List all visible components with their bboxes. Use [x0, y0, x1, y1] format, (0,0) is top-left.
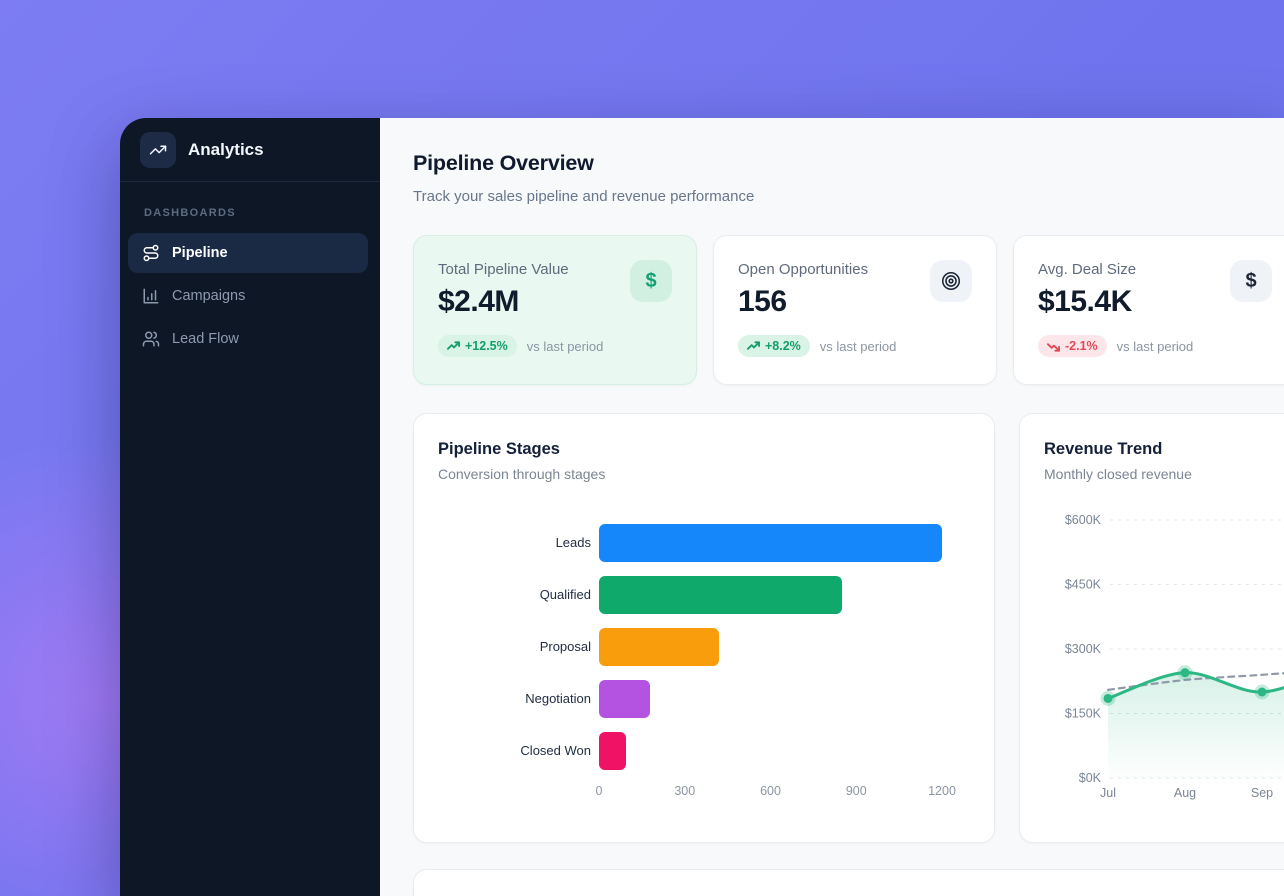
kpi-delta-badge: +12.5% — [438, 335, 517, 357]
dollar-icon: $ — [630, 260, 672, 302]
sidebar-section-label: DASHBOARDS — [144, 207, 236, 219]
y-axis-tick: $600K — [1065, 513, 1102, 527]
sidebar-header: Analytics — [120, 118, 380, 182]
y-axis-tick: $300K — [1065, 642, 1102, 656]
stage-row-qualified: Qualified — [438, 576, 970, 614]
sidebar-item-campaigns[interactable]: Campaigns — [128, 276, 368, 316]
kpi-footer: +8.2% vs last period — [738, 335, 972, 357]
pipeline-stages-card: Pipeline Stages Conversion through stage… — [413, 413, 995, 843]
dollar-icon: $ — [1230, 260, 1272, 302]
y-axis-tick: $0K — [1079, 771, 1102, 785]
charts-row: Pipeline Stages Conversion through stage… — [413, 413, 1284, 843]
sidebar-item-label: Lead Flow — [172, 331, 239, 347]
kpi-label: Total Pipeline Value — [438, 261, 569, 278]
data-point — [1103, 693, 1113, 703]
users-icon — [142, 330, 160, 348]
bar-chart-icon — [142, 287, 160, 305]
x-axis-tick: 600 — [760, 784, 781, 798]
x-axis-tick: 1200 — [928, 784, 956, 798]
bar-chart-x-axis: 0 300 600 900 1200 — [595, 784, 956, 802]
x-axis-tick: 0 — [595, 784, 603, 798]
x-axis-tick: 300 — [674, 784, 696, 798]
stage-row-closed-won: Closed Won — [438, 732, 970, 770]
kpi-period-label: vs last period — [819, 338, 897, 354]
kpi-delta-badge: -2.1% — [1038, 335, 1107, 357]
stage-bar — [599, 628, 720, 666]
stage-label: Negotiation — [525, 690, 591, 706]
page-subtitle: Track your sales pipeline and revenue pe… — [413, 188, 755, 205]
pipeline-stages-bar-chart: Leads Qualified Proposal Negotiation Closed … — [438, 524, 970, 770]
stage-bar-track — [599, 628, 942, 666]
stage-row-proposal: Proposal — [438, 628, 970, 666]
main-content: Pipeline Overview Track your sales pipel… — [380, 118, 1284, 896]
page-title: Pipeline Overview — [413, 151, 594, 175]
stage-bar-track — [599, 680, 942, 718]
stage-bar — [599, 732, 627, 770]
stage-bar — [599, 524, 942, 562]
stage-label: Qualified — [539, 586, 591, 602]
kpi-value: $2.4M — [438, 285, 519, 318]
revenue-line — [1106, 671, 1284, 700]
bottom-card — [413, 869, 1284, 896]
kpi-card-open-opportunities: Open Opportunities 156 +8.2% vs last period — [713, 235, 997, 385]
target-icon — [930, 260, 972, 302]
stage-bar — [599, 576, 842, 614]
stage-bar-track — [599, 524, 942, 562]
kpi-value: 156 — [738, 285, 787, 318]
kpi-label: Avg. Deal Size — [1038, 261, 1137, 278]
stage-label: Proposal — [539, 638, 591, 654]
sidebar-item-pipeline[interactable]: Pipeline — [128, 233, 368, 273]
kpi-card-total-pipeline-value: Total Pipeline Value $2.4M +12.5% vs last p… — [413, 235, 697, 385]
x-axis-tick: Jul — [1100, 786, 1116, 800]
card-subtitle: Monthly closed revenue — [1044, 466, 1192, 482]
card-title: Revenue Trend — [1044, 440, 1163, 458]
stage-bar-track — [599, 576, 942, 614]
kpi-footer: +12.5% vs last period — [438, 335, 672, 357]
stage-row-negotiation: Negotiation — [438, 680, 970, 718]
trending-up-icon — [140, 131, 176, 168]
x-axis-tick: Aug — [1174, 786, 1196, 800]
kpi-row: Total Pipeline Value $2.4M +12.5% vs last p… — [413, 235, 1284, 385]
trend-up-icon — [447, 340, 460, 353]
stage-row-leads: Leads — [438, 524, 970, 562]
y-axis-tick: $450K — [1065, 578, 1102, 592]
revenue-trend-line-chart: $0K$150K$300K$450K$600KJulAugSepOct — [1065, 513, 1284, 800]
sidebar-nav: Pipeline Campaigns Lead Flow — [120, 230, 380, 362]
sidebar: Analytics DASHBOARDS Pipeline Campaigns Le… — [120, 118, 380, 896]
route-icon — [142, 244, 160, 262]
data-point — [1257, 687, 1267, 697]
revenue-trend-card: Revenue Trend Monthly closed revenue $0K… — [1019, 413, 1284, 843]
sidebar-item-label: Pipeline — [172, 245, 228, 261]
kpi-card-avg-deal-size: Avg. Deal Size $15.4K -2.1% vs last period $ — [1013, 235, 1284, 385]
sidebar-item-label: Campaigns — [172, 288, 246, 304]
data-point — [1180, 668, 1190, 678]
kpi-delta-badge: +8.2% — [738, 335, 810, 357]
sidebar-item-lead-flow[interactable]: Lead Flow — [128, 319, 368, 359]
trend-up-icon — [747, 340, 760, 353]
trend-down-icon — [1047, 340, 1060, 353]
x-axis-tick: 900 — [845, 784, 867, 798]
kpi-period-label: vs last period — [526, 338, 604, 354]
stage-bar-track — [599, 732, 942, 770]
kpi-label: Open Opportunities — [738, 261, 869, 278]
stage-label: Leads — [555, 534, 591, 550]
kpi-value: $15.4K — [1038, 285, 1132, 318]
kpi-period-label: vs last period — [1116, 338, 1194, 354]
revenue-area-fill — [1108, 672, 1284, 778]
app-window: Analytics DASHBOARDS Pipeline Campaigns Le… — [120, 118, 1284, 896]
y-axis-tick: $150K — [1065, 707, 1102, 721]
x-axis-tick: Sep — [1251, 786, 1273, 800]
stage-bar — [599, 680, 651, 718]
kpi-footer: -2.1% vs last period — [1038, 335, 1272, 357]
card-title: Pipeline Stages — [438, 440, 560, 458]
card-subtitle: Conversion through stages — [438, 466, 606, 482]
brand-title: Analytics — [188, 139, 264, 159]
stage-label: Closed Won — [520, 742, 591, 758]
